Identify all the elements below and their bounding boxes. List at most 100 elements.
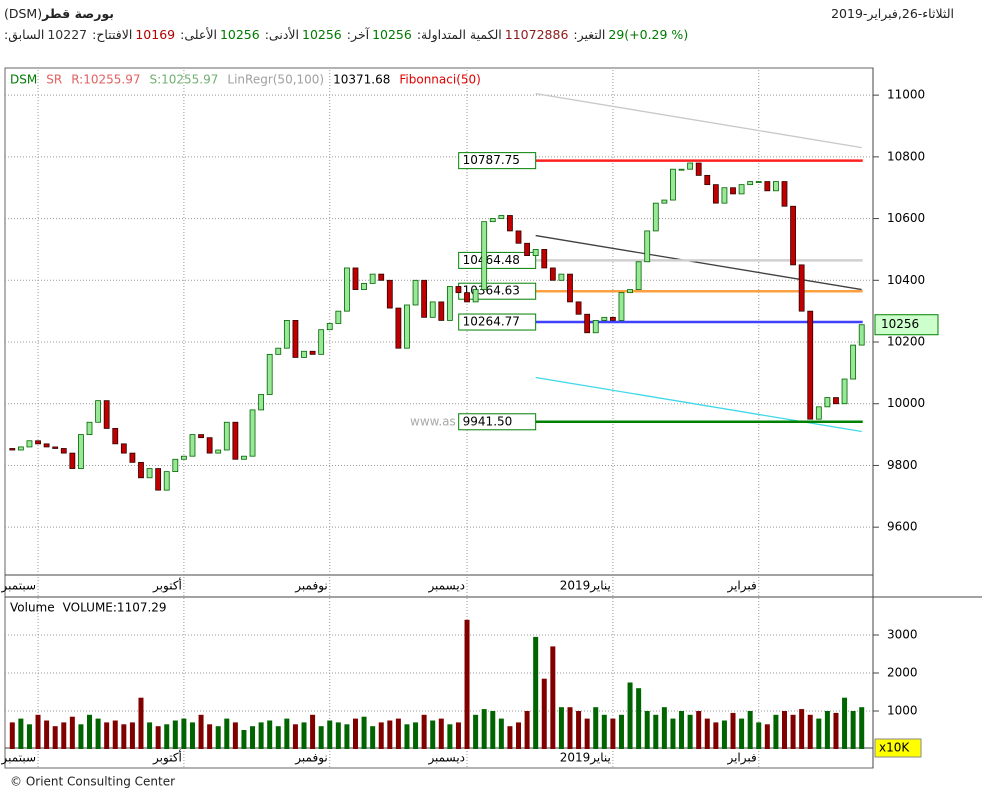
candle — [112, 428, 119, 445]
volume-bar — [533, 636, 539, 749]
stat-label: الافتتاح: — [92, 27, 133, 42]
volume-bar — [859, 707, 865, 749]
candle — [532, 249, 539, 257]
candle — [773, 181, 779, 192]
x-tick-label: أكتوبر — [152, 578, 182, 594]
y-tick-label: 3000 — [887, 628, 918, 642]
candle — [781, 181, 788, 207]
volume-bar — [241, 730, 247, 749]
y-tick-label: 10400 — [887, 273, 925, 287]
volume-bar — [344, 724, 350, 749]
candle — [858, 324, 865, 346]
volume-bar — [404, 724, 410, 749]
candle — [352, 267, 359, 290]
volume-bar — [850, 711, 856, 749]
volume-bar — [842, 697, 848, 749]
volume-bar — [95, 718, 101, 749]
y-tick-label: 2000 — [887, 666, 918, 680]
y-tick-label: 10800 — [887, 149, 925, 163]
candle — [833, 397, 839, 405]
candle — [361, 282, 367, 290]
candle — [489, 218, 496, 223]
candle — [609, 316, 616, 321]
x-tick-label: فبراير — [726, 579, 756, 594]
volume-bar — [576, 711, 582, 749]
volume-bar — [781, 711, 787, 749]
volume-bar — [516, 722, 522, 749]
volume-bar — [644, 711, 650, 749]
candle — [507, 215, 513, 232]
candle — [498, 215, 505, 219]
trend-line — [535, 92, 862, 149]
candle — [446, 286, 453, 321]
candle — [215, 449, 222, 454]
x-tick-label: فبراير — [726, 751, 756, 766]
indicator-label: R:10255.97 — [71, 73, 140, 87]
volume-bar — [18, 718, 24, 749]
stat: الأعلى: 10256 — [180, 27, 260, 42]
volume-bar — [618, 714, 624, 749]
candle — [78, 434, 84, 469]
stat-label: السابق: — [4, 27, 45, 42]
indicator-label: DSM — [10, 73, 37, 87]
watermark: www.as — [410, 415, 456, 429]
volume-bar — [224, 718, 230, 749]
stat: السابق: 10227 — [4, 27, 87, 42]
candle — [644, 230, 651, 263]
volume-bar — [447, 724, 453, 749]
volume-bar — [61, 722, 67, 749]
volume-bar — [69, 716, 75, 749]
candle — [755, 181, 762, 183]
candle — [198, 434, 204, 439]
volume-bar — [550, 646, 556, 749]
candle — [541, 249, 548, 269]
candle — [567, 273, 573, 303]
candle — [86, 421, 93, 435]
candle — [69, 452, 76, 469]
stats-row: التغير: 29(+0.29 %) الكمية المتداولة: 11072… — [4, 27, 688, 42]
header-left: (DSM)بورصة قطر — [4, 6, 114, 21]
fibonacci-label: 10464.48 — [463, 253, 520, 267]
x-tick-label: يناير2019 — [560, 751, 611, 766]
volume-bar — [310, 714, 316, 749]
volume-bar — [26, 724, 32, 749]
volume-bar — [189, 722, 195, 749]
indicator-label: Fibonnaci(50) — [399, 73, 480, 87]
volume-bar — [378, 722, 384, 749]
stat: آخر: 10256 — [347, 27, 412, 42]
candle — [404, 304, 410, 349]
stat-value: 10256 — [372, 27, 412, 42]
candle — [524, 242, 530, 257]
candle — [481, 221, 488, 290]
volume-bar — [661, 707, 667, 749]
volume-bar — [138, 697, 144, 749]
exchange-name: بورصة قطر — [42, 6, 114, 21]
candle — [549, 267, 556, 281]
indicator-label: S:10255.97 — [149, 73, 218, 87]
volume-bar — [147, 722, 153, 749]
candle — [455, 286, 462, 294]
y-tick-label: 9600 — [887, 520, 918, 534]
last-price-box — [874, 314, 939, 336]
candle — [155, 468, 162, 491]
volume-bar — [129, 722, 135, 749]
fibonacci-label: 10364.63 — [463, 284, 520, 298]
volume-bar — [507, 726, 513, 749]
candle — [515, 230, 522, 244]
volume-bar — [155, 726, 161, 749]
indicator-label: LinRegr(50,100) — [227, 73, 324, 87]
volume-bar — [558, 707, 564, 749]
volume-bar — [232, 722, 238, 749]
unit-label: x10K — [879, 741, 910, 755]
candle — [670, 168, 676, 201]
candle — [138, 461, 144, 479]
candle — [575, 301, 582, 315]
stat: الافتتاح: 10169 — [92, 27, 175, 42]
volume-bar — [747, 711, 753, 749]
volume-bar — [395, 718, 401, 749]
volume-bar — [207, 724, 213, 749]
fibonacci-label-box — [458, 413, 537, 431]
stat-value: 10256 — [219, 27, 260, 42]
stat: الكمية المتداولة: 11072886 — [417, 27, 569, 42]
